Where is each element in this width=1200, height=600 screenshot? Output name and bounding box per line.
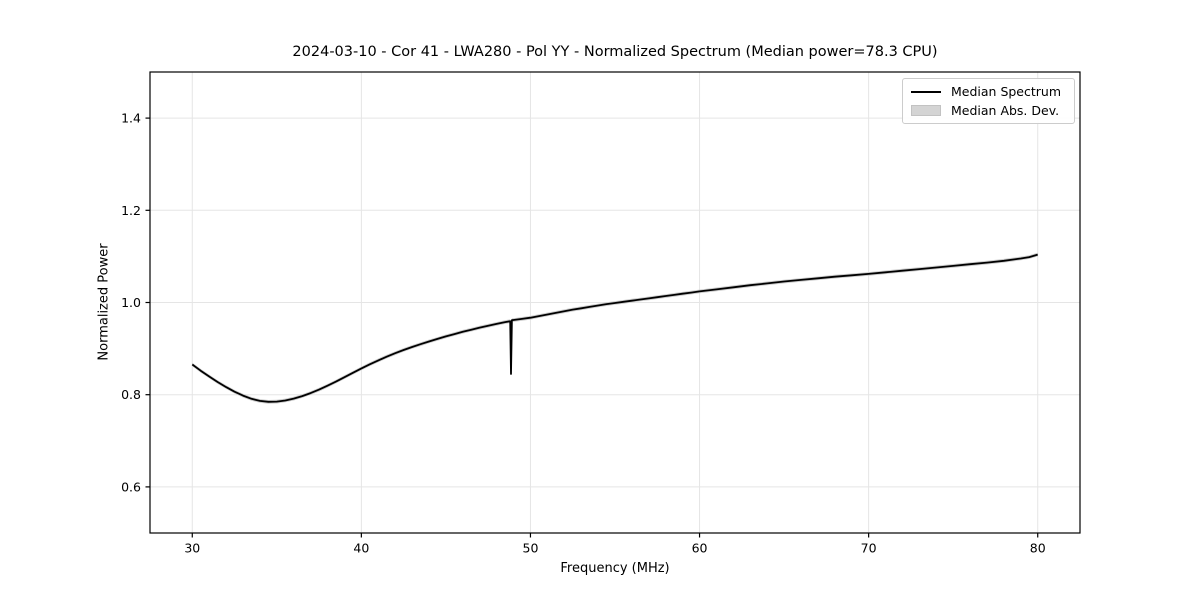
y-tick-label: 0.6 xyxy=(121,479,141,494)
legend-line-swatch-icon xyxy=(910,90,942,93)
legend-entry-median-abs-dev: Median Abs. Dev. xyxy=(910,102,1066,119)
y-axis-label: Normalized Power xyxy=(96,243,112,361)
median-abs-dev-band xyxy=(192,252,1038,404)
chart-title: 2024-03-10 - Cor 41 - LWA280 - Pol YY - … xyxy=(292,44,938,60)
x-tick-label: 60 xyxy=(692,541,708,556)
x-tick-label: 40 xyxy=(353,541,369,556)
x-tick-label: 50 xyxy=(523,541,539,556)
legend: Median Spectrum Median Abs. Dev. xyxy=(902,78,1075,124)
y-tick-label: 1.4 xyxy=(121,111,141,126)
x-tick-label: 80 xyxy=(1030,541,1046,556)
median-spectrum-line xyxy=(191,253,1038,403)
y-tick-label: 1.0 xyxy=(121,295,141,310)
x-tick-label: 30 xyxy=(184,541,200,556)
x-axis-label: Frequency (MHz) xyxy=(560,561,670,576)
legend-label: Median Abs. Dev. xyxy=(951,103,1060,118)
legend-label: Median Spectrum xyxy=(951,84,1062,99)
legend-patch-swatch-icon xyxy=(910,105,942,116)
x-tick-label: 70 xyxy=(861,541,877,556)
y-tick-label: 0.8 xyxy=(121,387,141,402)
legend-entry-median-spectrum: Median Spectrum xyxy=(910,83,1066,100)
y-tick-label: 1.2 xyxy=(121,203,141,218)
